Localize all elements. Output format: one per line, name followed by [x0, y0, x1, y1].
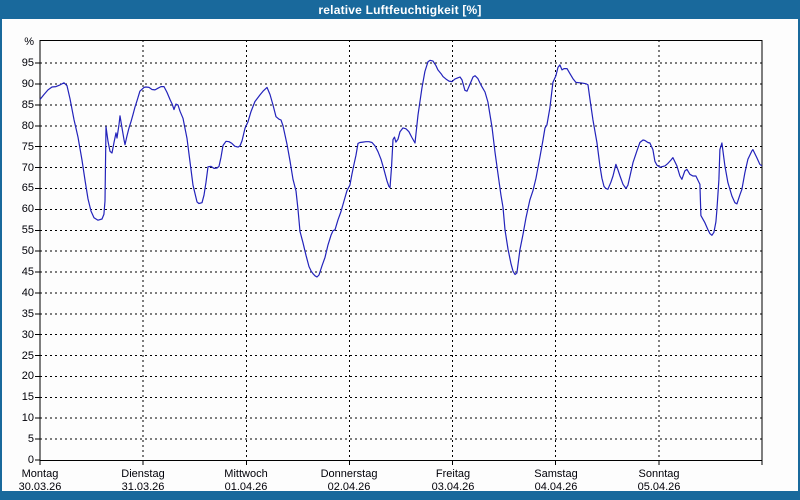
y-tick-label: 5: [27, 433, 34, 445]
x-date-label: 30.03.26: [18, 481, 62, 493]
x-day-label: Dienstag: [121, 468, 165, 480]
y-tick-label: 95: [21, 57, 34, 69]
y-tick-label: 20: [21, 370, 34, 382]
y-tick-label: 0: [27, 454, 34, 466]
x-day-label: Mittwoch: [224, 468, 268, 480]
x-date-label: 03.04.26: [431, 481, 475, 493]
title-bar[interactable]: relative Luftfeuchtigkeit [%]: [2, 2, 798, 19]
y-tick-label: 10: [21, 412, 34, 424]
y-axis-unit-label: %: [24, 36, 34, 48]
y-tick-label: 90: [21, 78, 34, 90]
y-tick-label: 15: [21, 391, 34, 403]
x-date-label: 01.04.26: [224, 481, 268, 493]
x-day-label: Freitag: [435, 468, 471, 480]
x-date-label: 31.03.26: [121, 481, 165, 493]
x-date-label: 05.04.26: [637, 481, 681, 493]
humidity-line-chart: [35, 40, 763, 465]
humidity-series-line: [39, 59, 763, 278]
x-date-label: 02.04.26: [327, 481, 371, 493]
y-tick-label: 70: [21, 162, 34, 174]
x-day-label: Donnerstag: [320, 468, 378, 480]
y-tick-label: 25: [21, 350, 34, 362]
y-tick-label: 85: [21, 99, 34, 111]
x-date-label: 04.04.26: [534, 481, 578, 493]
x-day-label: Montag: [21, 468, 59, 480]
y-tick-label: 60: [21, 203, 34, 215]
y-tick-label: 50: [21, 245, 34, 257]
y-tick-label: 65: [21, 182, 34, 194]
y-tick-label: 30: [21, 329, 34, 341]
window-title: relative Luftfeuchtigkeit [%]: [318, 3, 482, 17]
x-day-label: Samstag: [534, 468, 578, 480]
x-day-label: Sonntag: [638, 468, 680, 480]
y-tick-label: 75: [21, 141, 34, 153]
y-tick-label: 35: [21, 308, 34, 320]
y-tick-label: 55: [21, 224, 34, 236]
y-tick-label: 40: [21, 287, 34, 299]
y-tick-label: 80: [21, 120, 34, 132]
status-bar: [2, 491, 798, 498]
y-tick-label: 45: [21, 266, 34, 278]
